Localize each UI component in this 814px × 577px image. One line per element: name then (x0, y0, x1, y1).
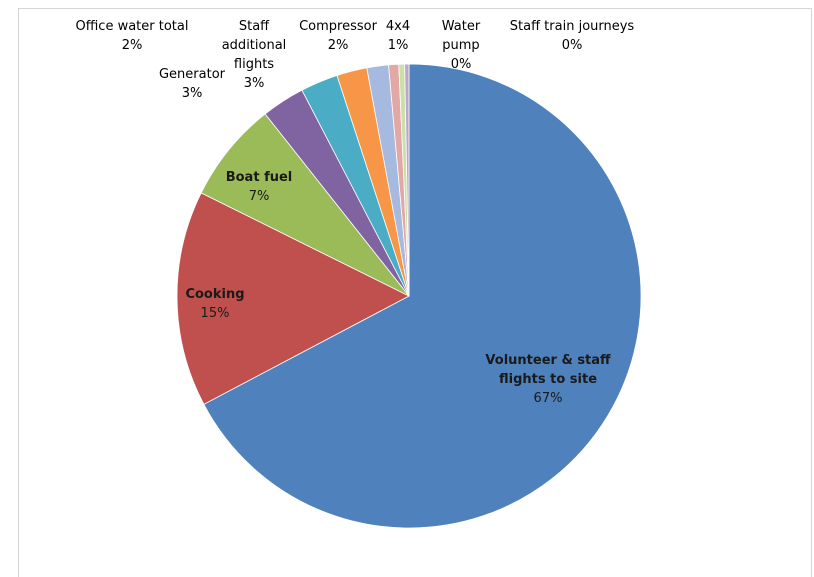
slice-label-4: Generator 3% (159, 67, 226, 101)
slice-label-10: Staff train journeys 0% (510, 19, 635, 53)
pie-slice-staff-train-journeys (404, 63, 410, 297)
slice-label-9: Water pump 0% (442, 19, 481, 72)
slice-label-5: Staff additional flights 3% (222, 19, 287, 91)
slice-label-7: Compressor 2% (299, 19, 378, 53)
slice-label-3: Boat fuel 7% (226, 170, 293, 204)
pie-slices (176, 63, 642, 529)
pie-labels: Volunteer & staff flights to site 67% Cooki… (76, 19, 635, 406)
slice-label-2: Cooking 15% (185, 287, 244, 321)
pie-slice-cooking (176, 192, 410, 405)
slice-label-8: 4x4 1% (386, 19, 410, 53)
pie-slice-volunteer-staff-flights-to-site (203, 63, 642, 529)
pie-slice-boat-fuel (200, 113, 410, 297)
slice-label-1: Volunteer & staff flights to site 67% (485, 353, 611, 406)
slice-label-6: Office water total 2% (76, 19, 189, 53)
